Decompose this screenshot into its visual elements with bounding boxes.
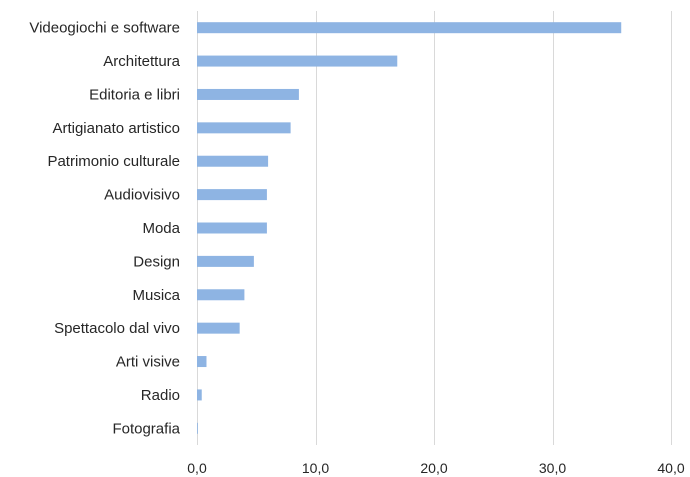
category-label: Moda <box>142 220 180 237</box>
x-axis-tick-labels: 0,0 10,0 20,0 30,0 40,0 <box>187 460 685 476</box>
bar <box>197 356 207 368</box>
category-labels: Videogiochi e software Architettura Editor… <box>29 20 180 438</box>
category-label: Editoria e libri <box>89 86 180 103</box>
x-tick-label: 0,0 <box>187 460 207 476</box>
category-label: Musica <box>132 287 180 304</box>
x-tick-label: 40,0 <box>657 460 684 476</box>
bars <box>197 22 622 434</box>
x-tick-label: 10,0 <box>302 460 329 476</box>
bar <box>197 55 398 67</box>
x-tick-label: 20,0 <box>420 460 447 476</box>
category-label: Radio <box>141 387 180 404</box>
category-label: Architettura <box>103 53 180 70</box>
bar <box>197 222 267 234</box>
category-label: Design <box>133 253 180 270</box>
bar <box>197 389 202 401</box>
bar <box>197 422 198 434</box>
category-label: Videogiochi e software <box>29 20 180 37</box>
x-tick-label: 30,0 <box>539 460 566 476</box>
bar <box>197 122 291 134</box>
category-label: Fotografia <box>112 420 180 437</box>
bar <box>197 289 245 301</box>
bar <box>197 88 299 100</box>
category-label: Patrimonio culturale <box>47 153 180 170</box>
bar <box>197 22 622 34</box>
bar <box>197 155 269 167</box>
category-label: Arti visive <box>116 354 180 371</box>
category-label: Audiovisivo <box>104 187 180 204</box>
category-label: Artigianato artistico <box>52 120 180 137</box>
bar <box>197 255 254 267</box>
bar <box>197 189 267 201</box>
category-label: Spettacolo dal vivo <box>54 320 180 337</box>
bar <box>197 322 240 334</box>
gridlines <box>197 11 672 445</box>
